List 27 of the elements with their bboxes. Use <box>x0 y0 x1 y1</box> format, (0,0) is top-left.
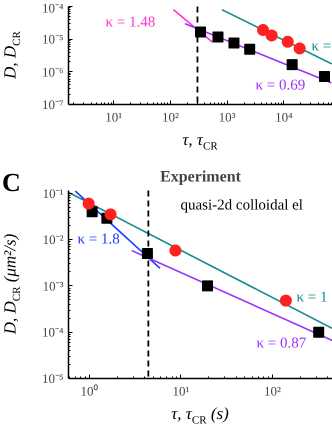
y-tick-label: 10⁻⁷ <box>42 97 64 112</box>
annotation: κ = 1 <box>296 290 328 306</box>
x-tick-label: 10¹ <box>172 384 190 398</box>
x-tick-label: 10² <box>264 384 282 398</box>
text: C <box>2 167 21 199</box>
y-tick-label: 10⁻⁶ <box>42 64 64 80</box>
annotation: κ = 1.8 <box>78 232 120 248</box>
chart-title: Experiment <box>160 168 242 186</box>
y-tick-label: 10⁻⁵ <box>42 32 64 47</box>
annotation: quasi-2d colloidal el <box>180 198 303 214</box>
annotation: κ = 0.87 <box>256 336 307 352</box>
x-tick-label: 10³ <box>218 110 236 124</box>
y-tick-label: 10⁻⁴ <box>42 324 64 340</box>
annotation: κ = 0.69 <box>256 78 306 94</box>
y-tick-label: 10⁻⁴ <box>42 0 64 16</box>
annotation: κ = <box>312 38 332 54</box>
y-tick-label: 10⁻⁵ <box>42 371 64 386</box>
x-tick-label: 10² <box>162 110 179 124</box>
y-tick-label: 10⁻¹ <box>42 186 64 201</box>
x-tick-label: 10¹ <box>105 110 122 124</box>
x-axis-title: τ, τ$_{CR}$ (s) <box>171 404 229 426</box>
y-tick-label: 10⁻³ <box>42 278 64 294</box>
x-axis-title: τ, τ$_{CR}$ <box>182 130 218 152</box>
x-tick-label: 10⁰ <box>80 384 98 398</box>
x-tick-label: 10⁴ <box>275 110 294 124</box>
annotation: κ = 1.48 <box>106 14 156 30</box>
y-tick-label: 10⁻² <box>42 232 64 248</box>
